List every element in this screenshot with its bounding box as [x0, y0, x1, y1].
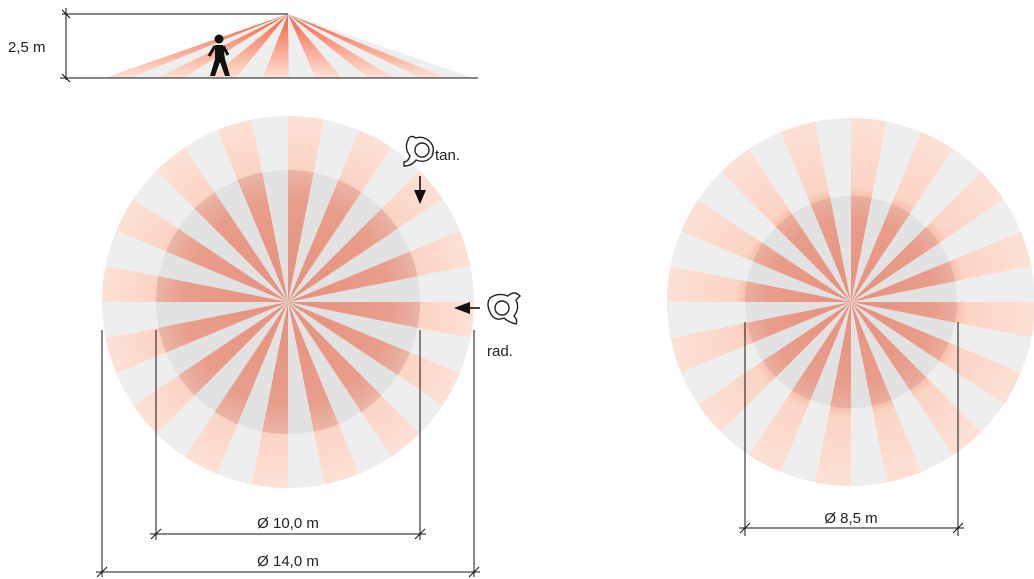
plan-view-small: Ø 8,5 m [667, 118, 1034, 536]
side-fan-segment [262, 14, 289, 78]
side-view-detection-fan [104, 14, 474, 78]
core-ray-segment [158, 302, 288, 353]
core-ray-segment [810, 198, 851, 302]
core-ray-segment [178, 302, 288, 396]
core-ray-segment [851, 302, 892, 406]
side-fan-segment [288, 14, 474, 78]
core-ray-segment [776, 213, 851, 302]
side-fan-segment [236, 14, 288, 78]
core-ray-segment [288, 302, 410, 376]
core-ray-segment [288, 251, 418, 302]
side-fan-segment [183, 14, 288, 78]
large-core-rays [156, 170, 420, 434]
core-ray-segment [851, 196, 872, 302]
height-label: 2,5 m [8, 39, 46, 56]
core-ray-segment [262, 302, 288, 434]
side-fan-segment [104, 14, 288, 78]
core-ray-segment [288, 208, 398, 302]
core-ray-segment [762, 302, 851, 377]
small-core-zone [745, 196, 957, 408]
arrow-down-icon [414, 176, 426, 204]
side-view: 2,5 m [8, 8, 478, 83]
core-ray-segment [288, 180, 362, 302]
core-ray-segment [851, 302, 926, 391]
core-ray-segment [156, 276, 288, 302]
side-fan-segment [130, 14, 288, 78]
core-ray-segment [851, 302, 949, 361]
person-top-view-icon [403, 135, 435, 167]
core-ray-segment [747, 302, 851, 343]
inner-diameter-label: Ø 10,0 m [257, 515, 319, 532]
side-fan-segment [288, 14, 422, 78]
small-diameter-label: Ø 8,5 m [824, 510, 877, 527]
small-core-rays [745, 196, 957, 408]
core-ray-segment [830, 302, 851, 408]
core-ray-segment [166, 228, 288, 302]
large-core-zone [156, 170, 420, 434]
core-ray-segment [851, 261, 955, 302]
core-ray-segment [288, 302, 339, 432]
radial-label: rad. [487, 343, 513, 360]
arrow-left-icon [454, 302, 480, 314]
core-ray-segment [851, 204, 910, 302]
side-fan-segment [288, 14, 342, 78]
core-ray-segment [288, 302, 420, 328]
person-walking-icon [207, 34, 230, 76]
core-ray-segment [753, 243, 851, 302]
side-fan-segment [288, 14, 448, 78]
core-ray-segment [745, 281, 851, 302]
person-top-view-icon [487, 292, 521, 325]
plan-view-large: Ø 10,0 m Ø 14,0 m tan. rad. [96, 116, 521, 578]
side-fan-segment [209, 14, 288, 78]
core-ray-segment [792, 302, 851, 400]
core-ray-segment [851, 302, 957, 323]
core-ray-segment [237, 172, 288, 302]
side-fan-segment [288, 14, 316, 78]
core-ray-segment [288, 170, 314, 302]
core-ray-segment [214, 302, 288, 424]
outer-diameter-label: Ø 14,0 m [257, 553, 319, 570]
core-ray-segment [288, 302, 382, 412]
core-ray-segment [194, 192, 288, 302]
core-ray-segment [851, 227, 940, 302]
tangential-label: tan. [435, 147, 460, 164]
